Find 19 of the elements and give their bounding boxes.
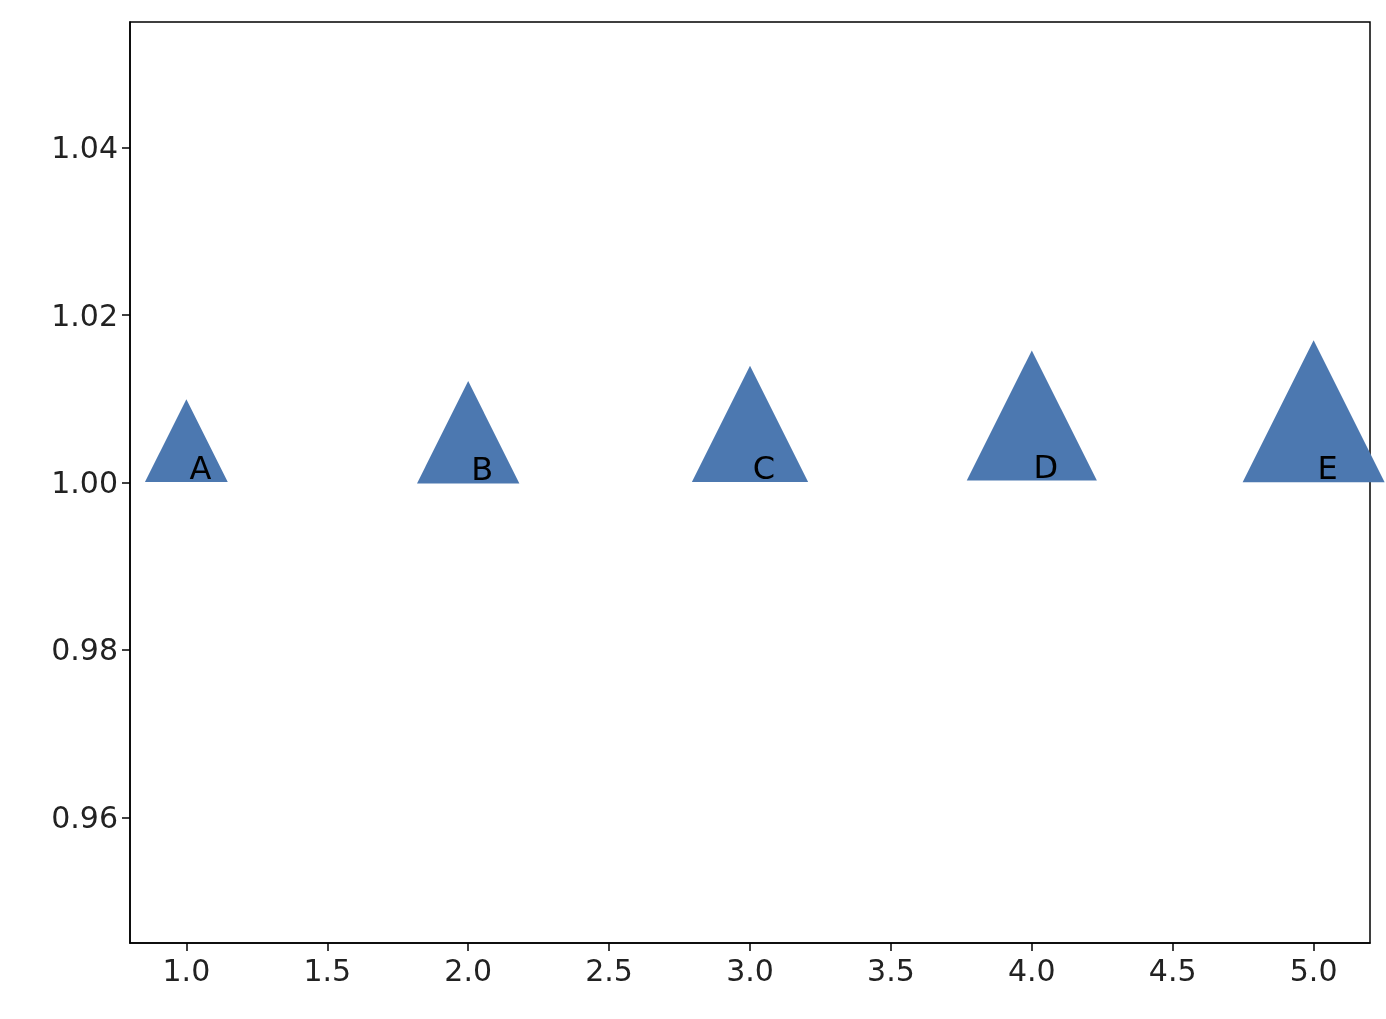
- annotation: D: [1033, 447, 1059, 486]
- x-tick-label: 5.0: [1289, 952, 1338, 988]
- x-tick-label: 4.0: [1007, 952, 1056, 988]
- annotation: B: [471, 450, 494, 489]
- x-tick-label: 1.5: [303, 952, 352, 988]
- x-tick-label: 3.5: [867, 952, 915, 988]
- x-tick-label: 2.0: [444, 952, 493, 988]
- x-tick-label: 2.5: [585, 952, 633, 988]
- y-tick-label: 0.98: [51, 632, 118, 668]
- x-tick-label: 4.5: [1148, 952, 1197, 988]
- x-tick-label: 3.0: [726, 952, 774, 988]
- annotation: C: [752, 449, 776, 488]
- x-tick-label: 1.0: [162, 952, 211, 988]
- y-tick-label: 1.04: [51, 130, 118, 166]
- y-tick-label: 1.02: [51, 297, 118, 333]
- annotation: A: [189, 449, 212, 488]
- y-tick-label: 0.96: [51, 799, 118, 835]
- annotation: E: [1317, 449, 1338, 488]
- y-tick-label: 1.00: [51, 465, 118, 500]
